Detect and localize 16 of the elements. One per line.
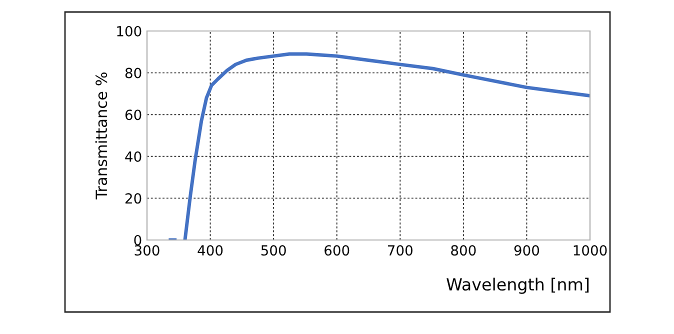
x-tick-label: 1000 [574, 245, 607, 256]
x-tick-label: 700 [388, 245, 412, 256]
x-axis-title: Wavelength [nm] [446, 278, 589, 294]
x-tick-label: 600 [324, 245, 350, 256]
y-tick-label: 0 [134, 234, 142, 246]
y-tick-label: 80 [125, 68, 142, 78]
y-tick-label: 40 [125, 151, 142, 162]
y-tick-label: 60 [125, 110, 142, 120]
y-tick-label: 100 [117, 26, 142, 36]
x-tick-label: 900 [514, 245, 540, 256]
y-axis-title: Transmittance % [95, 72, 108, 200]
x-tick-label: 500 [261, 245, 286, 256]
y-tick-label: 20 [125, 193, 142, 204]
x-tick-label: 300 [134, 245, 160, 256]
x-tick-label: 400 [198, 245, 223, 256]
x-tick-label: 800 [451, 245, 476, 256]
